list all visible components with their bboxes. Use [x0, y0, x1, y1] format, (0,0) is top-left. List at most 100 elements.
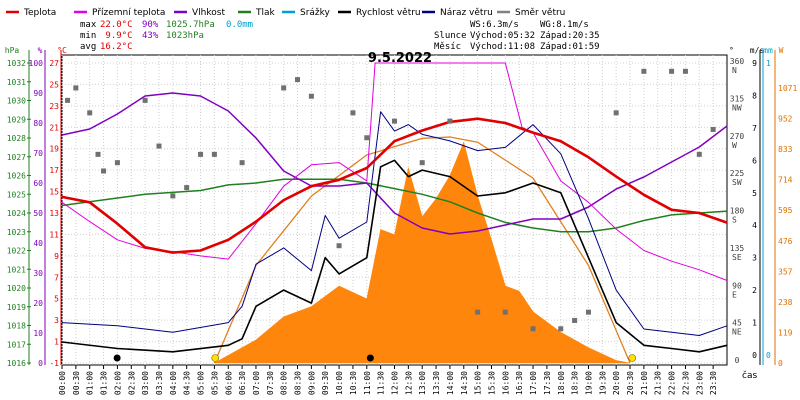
x-tick-label: 12:30 — [404, 371, 413, 395]
wind-direction-point — [198, 151, 204, 157]
x-tick-label: 20:30 — [626, 371, 635, 395]
x-tick-label: 23:30 — [709, 371, 718, 395]
legend-label: Tlak — [255, 8, 276, 18]
x-tick-label: 07:00 — [252, 371, 261, 395]
axis-label-dir: NE — [732, 328, 742, 337]
axis-label-dir: E — [732, 290, 737, 299]
axis-tick-hpa: 1020 — [7, 284, 26, 293]
series-layer — [61, 62, 728, 353]
x-tick-label: 14:30 — [460, 371, 469, 395]
axis-unit-pct: % — [38, 46, 43, 55]
x-tick-label: 23:00 — [695, 371, 704, 395]
series-line-pressure — [61, 178, 728, 233]
moonset-marker — [113, 354, 121, 362]
axis-tick-hpa: 1026 — [7, 172, 26, 181]
x-tick-label: 00:30 — [72, 371, 81, 395]
wind-direction-point — [530, 326, 536, 332]
stat-min-hum: 43% — [142, 31, 159, 41]
wind-direction-point — [211, 151, 217, 157]
axis-tick-hpa: 1027 — [7, 153, 26, 162]
moon-set: Západ:01:59 — [540, 42, 600, 52]
x-tick-label: 22:00 — [668, 371, 677, 395]
axis-unit-mm: mm — [763, 46, 773, 55]
wind-direction-point — [585, 309, 591, 315]
x-tick-label: 17:00 — [529, 371, 538, 395]
marks-layer — [65, 68, 716, 362]
wind-direction-point — [502, 309, 508, 315]
axis-tick-wm2: 595 — [778, 206, 793, 215]
wind-direction-point — [184, 185, 190, 191]
x-axis-label: čas — [742, 370, 757, 381]
axis-tick-degc: 1 — [54, 338, 59, 347]
axis-label-dir: SW — [732, 178, 742, 187]
axis-tick-pct: 0 — [38, 359, 43, 368]
stat-max-press: 1025.7hPa — [166, 20, 215, 30]
axis-tick-ms: 8 — [752, 91, 757, 100]
series-line-wind-speed — [61, 159, 728, 353]
moon-label: Měsíc — [434, 42, 461, 52]
wind-direction-point — [641, 68, 647, 74]
axis-tick-hpa: 1016 — [7, 359, 26, 368]
axis-tick-dir: 0 — [735, 356, 740, 365]
axis-tick-degc: 9 — [54, 252, 59, 261]
legend-label: Přízemní teplota — [92, 8, 165, 18]
axis-tick-pct: 100 — [29, 59, 44, 68]
axis-tick-ms: 0 — [752, 351, 757, 360]
axis-tick-ms: 4 — [752, 221, 757, 230]
wind-direction-point — [419, 160, 425, 166]
axis-label-dir: W — [732, 141, 737, 150]
axis-tick-degc: -1 — [49, 359, 59, 368]
moonrise-marker — [366, 354, 374, 362]
axis-tick-degc: 25 — [49, 80, 59, 89]
x-tick-label: 01:30 — [100, 371, 109, 395]
x-tick-label: 15:30 — [487, 371, 496, 395]
stat-label-min: min — [80, 31, 96, 41]
axis-tick-ms: 3 — [752, 254, 757, 263]
axis-tick-degc: 5 — [54, 295, 59, 304]
axis-tick-wm2: 0 — [778, 359, 783, 368]
x-tick-label: 06:00 — [224, 371, 233, 395]
axis-tick-wm2: 1071 — [778, 84, 797, 93]
axis-tick-dir: 135 — [730, 244, 745, 253]
series-line-wind-gust — [61, 111, 728, 336]
x-tick-label: 13:30 — [432, 371, 441, 395]
axis-unit-wm2: W — [779, 46, 784, 55]
x-tick-label: 00:00 — [58, 371, 67, 395]
stat-min-press: 1023hPa — [166, 31, 204, 41]
series-line-humidity — [61, 92, 728, 235]
axis-tick-degc: 21 — [49, 123, 59, 132]
axis-tick-hpa: 1022 — [7, 247, 26, 256]
x-tick-label: 22:30 — [681, 371, 690, 395]
x-tick-label: 06:30 — [238, 371, 247, 395]
x-tick-label: 10:00 — [335, 371, 344, 395]
wind-direction-point — [295, 77, 301, 83]
wind-direction-point — [613, 110, 619, 116]
axis-tick-wm2: 238 — [778, 298, 793, 307]
wind-direction-point — [336, 243, 342, 249]
wind-direction-point — [447, 118, 453, 124]
wind-direction-point — [350, 110, 356, 116]
axis-tick-ms: 7 — [752, 124, 757, 133]
wind-direction-point — [156, 143, 162, 149]
wind-direction-point — [65, 97, 71, 103]
wind-direction-point — [558, 326, 564, 332]
stat-max-hum: 90% — [142, 20, 159, 30]
x-tick-label: 01:00 — [86, 371, 95, 395]
solar-radiation-area — [213, 141, 631, 364]
x-tick-label: 03:00 — [141, 371, 150, 395]
wind-direction-point — [392, 118, 397, 124]
x-tick-label: 16:30 — [515, 371, 524, 395]
wind-ws: WS:6.3m/s — [470, 20, 519, 30]
axes: hPa1032103110301029102810271026102510241… — [5, 46, 798, 395]
legend-label: Náraz větru — [440, 8, 493, 18]
axis-tick-hpa: 1018 — [7, 322, 26, 331]
x-tick-label: 09:30 — [321, 371, 330, 395]
x-tick-label: 02:00 — [113, 371, 122, 395]
axis-tick-wm2: 833 — [778, 145, 793, 154]
axis-tick-pct: 20 — [33, 299, 43, 308]
axis-tick-degc: 23 — [49, 102, 59, 111]
wind-direction-point — [239, 160, 245, 166]
axis-tick-pct: 80 — [33, 119, 43, 128]
